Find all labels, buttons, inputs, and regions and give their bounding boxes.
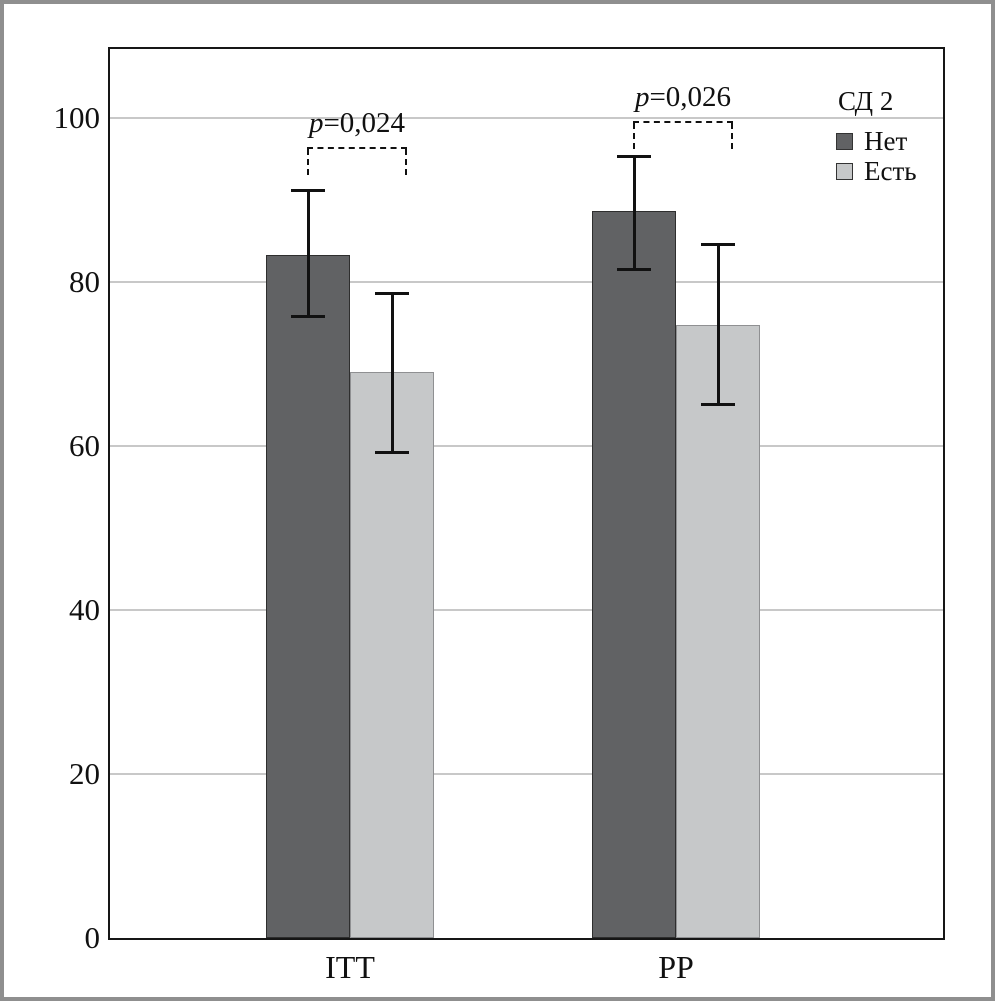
error-bar-pp-есть	[701, 242, 735, 406]
y-tick-label-80: 80	[69, 264, 100, 299]
significance-bracket-pp	[633, 121, 733, 149]
error-bar-pp-нет	[617, 154, 651, 271]
y-tick-label-100: 100	[53, 100, 101, 135]
bar-itt-есть	[350, 372, 434, 938]
error-bar-stem	[390, 291, 394, 455]
legend-swatch-нет	[836, 132, 853, 150]
legend-item-label: Нет	[864, 126, 908, 156]
y-tick-label-40: 40	[69, 592, 100, 627]
p-value-label-itt: p=0,024	[308, 107, 406, 139]
legend-items: Нет Есть	[836, 126, 946, 186]
bar-itt-нет	[266, 254, 350, 938]
y-tick-label-60: 60	[69, 428, 100, 463]
error-bar-cap-bottom	[701, 402, 735, 406]
error-bar-cap-bottom	[291, 315, 325, 319]
y-tick-label-20: 20	[69, 756, 100, 791]
gridline-20	[110, 773, 943, 775]
error-bar-stem	[716, 242, 720, 406]
bracket-left-leg	[307, 149, 309, 175]
significance-bracket-itt	[307, 147, 407, 175]
p-value-label-pp: p=0,026	[634, 81, 732, 113]
y-tick-label-0: 0	[84, 920, 101, 955]
gridline-80	[110, 281, 943, 283]
error-bar-cap-top	[375, 291, 409, 295]
legend-title: СД 2	[838, 86, 894, 116]
legend-item-label: Есть	[864, 156, 917, 186]
error-bar-itt-нет	[291, 189, 325, 319]
error-bar-cap-top	[617, 154, 651, 158]
x-axis-label-pp: PP	[658, 949, 694, 985]
legend-item-есть: Есть	[836, 156, 946, 186]
legend: СД 2 Нет Есть	[836, 86, 946, 186]
gridline-60	[110, 445, 943, 447]
gridline-100	[110, 117, 943, 119]
bar-pp-нет	[592, 211, 676, 938]
bracket-left-leg	[633, 123, 635, 149]
error-bar-stem	[306, 189, 310, 319]
gridline-40	[110, 609, 943, 611]
bar-pp-есть	[676, 324, 760, 938]
error-bar-cap-bottom	[617, 267, 651, 271]
bracket-right-leg	[405, 149, 407, 175]
bracket-right-leg	[731, 123, 733, 149]
legend-swatch-есть	[836, 162, 853, 180]
error-bar-cap-top	[291, 189, 325, 193]
legend-item-нет: Нет	[836, 126, 946, 156]
plot-area: p=0,024 p=0,026 СД 2 Нет Есть	[108, 47, 945, 940]
error-bar-stem	[632, 154, 636, 271]
error-bar-cap-bottom	[375, 451, 409, 455]
error-bar-itt-есть	[375, 291, 409, 455]
error-bar-cap-top	[701, 242, 735, 246]
x-axis-label-itt: ITT	[325, 949, 375, 985]
